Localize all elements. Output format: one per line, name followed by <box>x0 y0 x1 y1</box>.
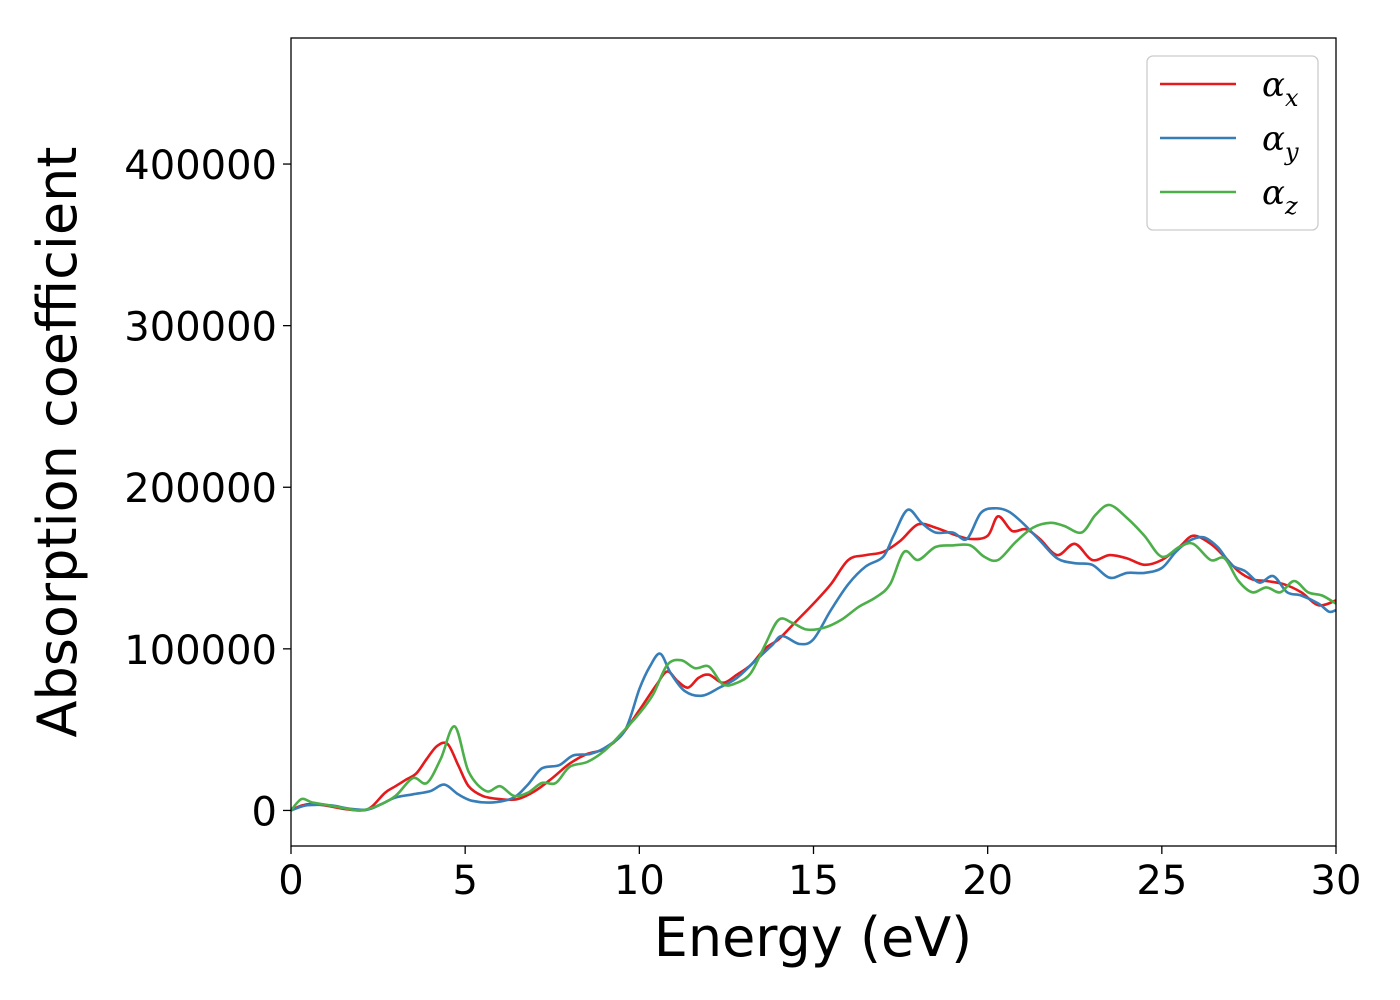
x-tick-label: 15 <box>788 858 839 904</box>
x-axis-title: Energy (eV) <box>654 906 973 969</box>
series-line-alpha-z <box>290 503 1337 812</box>
y-tick-label: 100000 <box>124 628 277 674</box>
x-tick-label: 0 <box>278 858 303 904</box>
x-tick-label: 20 <box>962 858 1013 904</box>
y-tick-label: 300000 <box>124 305 277 351</box>
series-line-alpha-x <box>290 515 1337 812</box>
x-tick-label: 10 <box>614 858 665 904</box>
y-tick-label: 200000 <box>124 466 277 512</box>
y-tick-label: 400000 <box>124 143 277 189</box>
series-line-alpha-y <box>290 506 1337 812</box>
legend-box <box>1146 55 1319 231</box>
x-tick-label: 5 <box>452 858 477 904</box>
y-tick-label: 0 <box>252 789 277 835</box>
series-lines <box>290 503 1337 812</box>
x-tick-label: 30 <box>1311 858 1362 904</box>
x-tick-label: 25 <box>1136 858 1187 904</box>
y-axis-title: Absorption coefficient <box>26 147 89 738</box>
x-axis-ticks: 0 5 10 15 20 25 30 <box>278 846 1361 904</box>
y-axis-ticks: 0 100000 200000 300000 400000 <box>124 143 291 835</box>
